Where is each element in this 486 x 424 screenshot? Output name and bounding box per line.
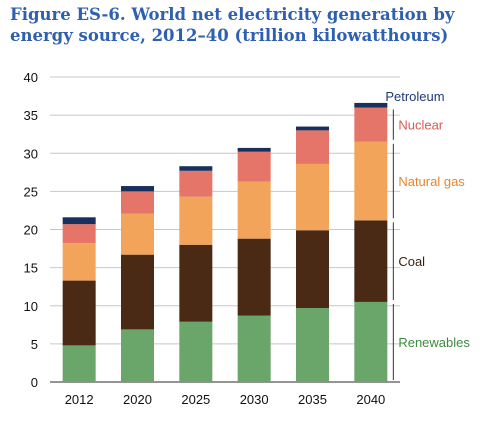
y-tick-label: 15 xyxy=(24,261,38,276)
legend-natural-gas: Natural gas xyxy=(398,174,465,189)
gridlines xyxy=(50,76,400,383)
bar-petroleum-2020 xyxy=(121,186,154,192)
x-tick-label: 2020 xyxy=(123,392,152,407)
x-tick-label: 2040 xyxy=(356,392,385,407)
bar-petroleum-2040 xyxy=(354,102,388,108)
bar-nuclear-2040 xyxy=(354,107,388,142)
y-tick-label: 5 xyxy=(31,337,38,352)
bar-natural-gas-2035 xyxy=(296,163,329,231)
chart-title: Figure ES-6. World net electricity gener… xyxy=(10,5,455,45)
bar-petroleum-2025 xyxy=(179,166,213,171)
x-tick-label: 2012 xyxy=(65,392,94,407)
bar-renewables-2040 xyxy=(354,301,388,382)
y-tick-label: 25 xyxy=(24,184,38,199)
legend-renewables: Renewables xyxy=(398,335,470,350)
y-tick-label: 0 xyxy=(31,375,38,390)
y-tick-label: 35 xyxy=(24,108,38,123)
y-tick-label: 10 xyxy=(24,299,38,314)
bar-renewables-2025 xyxy=(179,321,213,382)
bar-petroleum-2030 xyxy=(237,147,271,152)
bar-natural-gas-2030 xyxy=(237,181,271,239)
bar-natural-gas-2040 xyxy=(354,141,388,221)
legend-petroleum: Petroleum xyxy=(385,89,444,104)
y-tick-label: 30 xyxy=(24,146,38,161)
bar-nuclear-2025 xyxy=(179,170,213,197)
y-tick-label: 40 xyxy=(24,70,38,85)
x-tick-label: 2030 xyxy=(240,392,269,407)
bar-natural-gas-2012 xyxy=(62,243,96,281)
legend-nuclear: Nuclear xyxy=(398,118,443,133)
bar-renewables-2030 xyxy=(237,315,271,382)
y-tick-label: 20 xyxy=(24,223,38,238)
legend: Renewables Coal Natural gas Nuclear Petroleu… xyxy=(385,89,470,380)
bar-nuclear-2012 xyxy=(62,224,96,244)
y-axis-tick-labels: 0 5 10 15 20 25 30 35 40 xyxy=(24,70,38,390)
x-tick-label: 2035 xyxy=(298,392,327,407)
bar-renewables-2035 xyxy=(296,308,329,382)
bar-coal-2030 xyxy=(237,238,271,316)
x-axis-tick-labels: 2012 2020 2025 2030 2035 2040 xyxy=(65,392,386,407)
bar-renewables-2020 xyxy=(121,329,154,382)
bar-nuclear-2030 xyxy=(237,151,271,182)
x-tick-label: 2025 xyxy=(181,392,210,407)
bar-nuclear-2035 xyxy=(296,130,329,164)
bar-nuclear-2020 xyxy=(121,191,154,214)
bar-coal-2025 xyxy=(179,244,213,322)
bar-renewables-2012 xyxy=(62,345,96,382)
bar-petroleum-2035 xyxy=(296,126,329,131)
bars xyxy=(62,102,388,382)
bar-coal-2020 xyxy=(121,254,154,330)
bar-coal-2012 xyxy=(62,280,96,346)
bar-petroleum-2012 xyxy=(62,217,96,225)
bar-natural-gas-2020 xyxy=(121,213,154,255)
bar-natural-gas-2025 xyxy=(179,196,213,245)
bar-coal-2040 xyxy=(354,220,388,302)
bar-coal-2035 xyxy=(296,230,329,309)
legend-coal: Coal xyxy=(398,254,425,269)
